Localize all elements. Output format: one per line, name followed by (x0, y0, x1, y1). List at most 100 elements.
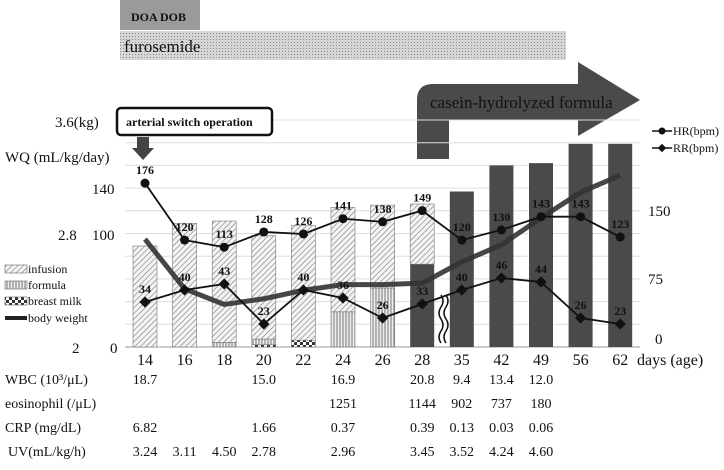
wq-axis-label: WQ (mL/kg/day) (5, 150, 110, 166)
weight-axis-top: 3.6(kg) (55, 115, 99, 131)
rr-data-label: 40 (179, 270, 191, 284)
rr-point (495, 272, 508, 284)
table-cell: 9.4 (453, 373, 471, 388)
rr-point (614, 318, 626, 330)
rr-point (416, 298, 428, 310)
table-cell: 4.60 (529, 445, 554, 460)
legend-marker-hr (658, 127, 666, 135)
hr-point (219, 242, 229, 252)
table-cell: 3.52 (450, 445, 475, 460)
hr-point (180, 235, 190, 245)
right-tick-75: 75 (648, 272, 663, 288)
weight-tick-2.8: 2.8 (58, 228, 77, 244)
hr-data-label: 138 (374, 202, 392, 216)
x-tick-label: 26 (375, 352, 391, 369)
x-tick-label: 20 (256, 352, 272, 369)
weight-tick-2: 2 (72, 341, 80, 357)
rr-data-label: 46 (495, 258, 507, 272)
hr-point (378, 217, 388, 227)
rr-data-label: 23 (258, 304, 270, 318)
table-row-label: CRP (mg/dL) (5, 421, 81, 436)
x-tick-label: 42 (493, 352, 509, 369)
table-cell: 4.24 (489, 445, 514, 460)
furosemide-bar (120, 31, 566, 60)
rr-data-label: 43 (218, 264, 230, 278)
hr-rr-legend: HR(bpm) RR(bpm) (652, 124, 719, 155)
x-tick-label: 14 (137, 352, 153, 369)
rr-point (376, 312, 389, 324)
bar-formula-24 (330, 311, 356, 348)
hr-data-label: 120 (453, 220, 471, 234)
bar-dark-49 (529, 163, 553, 347)
table-cell: 180 (531, 397, 552, 412)
hr-point (338, 214, 348, 224)
hr-point (417, 206, 427, 216)
hr-data-label: 141 (334, 199, 352, 213)
table-cell: 1251 (329, 397, 357, 412)
table-cell: 0.06 (529, 421, 554, 436)
bar-breast-milk-20 (251, 344, 277, 348)
legend: infusion formula breast milk body weight (4, 262, 88, 325)
bar-formula-20 (251, 338, 277, 346)
table-cell: 2.96 (331, 445, 356, 460)
hr-data-label: 120 (176, 220, 194, 234)
hr-data-label: 176 (136, 163, 154, 177)
legend-swatch-breast-milk (4, 296, 28, 306)
hr-point (457, 235, 467, 245)
table-cell: 0.03 (489, 421, 514, 436)
hr-data-label: 113 (216, 227, 233, 241)
x-tick-label: 16 (177, 352, 193, 369)
legend-label-infusion: infusion (28, 262, 67, 276)
table-cell: 0.37 (331, 421, 356, 436)
rr-data-label: 44 (535, 262, 547, 276)
table-cell: 3.11 (173, 445, 197, 460)
furosemide-label: furosemide (124, 37, 200, 56)
legend-label-breast-milk: breast milk (28, 294, 82, 308)
casein-formula-arrow (417, 62, 640, 159)
legend-label-hr: HR(bpm) (673, 124, 719, 138)
hr-data-label: 126 (294, 214, 312, 228)
surgery-callout-label: arterial switch operation (126, 115, 253, 129)
bar-formula-18 (211, 342, 237, 348)
x-tick-label: 28 (414, 352, 430, 369)
axis-break-icon (438, 294, 449, 344)
surgery-callout-box (115, 106, 274, 137)
table-cell: 12.0 (529, 373, 554, 388)
x-axis-label: days (age) (637, 352, 703, 369)
x-tick-label: 49 (533, 352, 549, 369)
rr-data-label: 34 (139, 282, 151, 296)
doa-dob-label: DOA DOB (131, 10, 186, 24)
table-cell: 13.4 (489, 373, 514, 388)
wq-tick-140: 140 (92, 182, 115, 198)
legend-label-rr: RR(bpm) (673, 141, 718, 155)
legend-marker-rr (657, 143, 667, 153)
rr-data-label: 26 (575, 298, 587, 312)
hr-data-label: 143 (532, 197, 550, 211)
table-row-label: WBC (10³/μL) (5, 373, 88, 388)
table-cell: 16.9 (331, 373, 356, 388)
legend-swatch-infusion (4, 264, 28, 274)
rr-point (178, 284, 191, 296)
hr-data-label: 123 (611, 217, 629, 231)
rr-point (574, 312, 587, 324)
bar-infusion-22 (291, 225, 316, 341)
x-tick-label: 22 (295, 352, 311, 369)
legend-label-formula: formula (28, 278, 67, 292)
right-tick-0: 0 (655, 332, 663, 348)
rr-point (535, 276, 547, 288)
hr-point (576, 212, 586, 222)
hr-data-label: 128 (255, 212, 273, 226)
doa-dob-bar (120, 0, 200, 30)
wq-tick-100: 100 (92, 228, 115, 244)
table-cell: 3.45 (410, 445, 435, 460)
table-cell: 0.13 (450, 421, 475, 436)
table-cell: 4.50 (212, 445, 237, 460)
table-cell: 902 (451, 397, 472, 412)
table-cell: 18.7 (133, 373, 158, 388)
rr-data-label: 40 (456, 270, 468, 284)
rr-point (139, 296, 151, 308)
table-cell: 20.8 (410, 373, 435, 388)
table-cell: 1144 (408, 397, 435, 412)
legend-label-body-weight: body weight (28, 311, 88, 325)
